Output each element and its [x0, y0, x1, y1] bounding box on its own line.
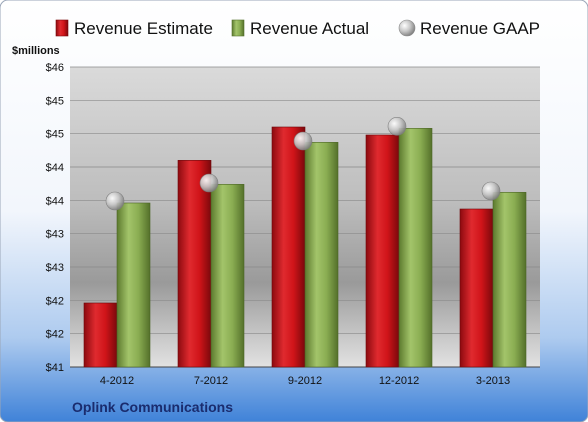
- y-tick-label: $43: [46, 262, 64, 274]
- company-name: Oplink Communications: [72, 399, 233, 415]
- y-axis-unit-label: $millions: [12, 45, 60, 57]
- x-tick-label: 9-2012: [288, 375, 322, 387]
- revenue-actual-bar: [492, 192, 527, 368]
- y-tick-label: $41: [46, 362, 64, 374]
- revenue-gaap-marker: [105, 191, 125, 211]
- revenue-actual-bar: [398, 128, 433, 368]
- revenue-estimate-bar: [83, 302, 118, 368]
- y-tick-label: $42: [46, 329, 64, 341]
- revenue-gaap-marker: [481, 181, 501, 201]
- y-tick-label: $42: [46, 295, 64, 307]
- legend-label-revenue-estimate: Revenue Estimate: [74, 19, 213, 38]
- legend-marker-revenue-gaap: [398, 19, 416, 37]
- revenue-estimate-bar: [459, 208, 494, 368]
- x-tick-label: 12-2012: [379, 375, 419, 387]
- revenue-actual-bar: [116, 202, 151, 368]
- x-tick-label: 7-2012: [194, 375, 228, 387]
- y-tick-label: $44: [46, 195, 64, 207]
- legend-swatch-revenue-actual: [231, 19, 245, 37]
- x-tick-label: 4-2012: [100, 375, 134, 387]
- revenue-gaap-marker: [199, 173, 219, 193]
- revenue-actual-bar: [304, 142, 339, 368]
- revenue-estimate-bar: [365, 134, 400, 368]
- legend-swatch-revenue-estimate: [55, 19, 69, 37]
- legend: Revenue Estimate Revenue Actual Revenue …: [55, 19, 540, 38]
- revenue-gaap-marker: [387, 117, 407, 136]
- bars: [83, 126, 527, 368]
- legend-label-revenue-actual: Revenue Actual: [250, 19, 369, 38]
- y-tick-label: $45: [46, 129, 64, 141]
- y-tick-label: $46: [46, 62, 64, 74]
- y-tick-label: $44: [46, 162, 64, 174]
- y-tick-label: $45: [46, 95, 64, 107]
- revenue-gaap-marker: [293, 131, 313, 151]
- legend-label-revenue-gaap: Revenue GAAP: [420, 19, 540, 38]
- y-axis-ticks: $41 $42 $42 $43 $43 $44 $44 $45 $45 $46: [46, 62, 64, 374]
- x-axis-labels: 4-2012 7-2012 9-2012 12-2012 3-2013: [100, 375, 510, 387]
- revenue-actual-bar: [210, 184, 245, 368]
- gaap-markers: [105, 117, 501, 211]
- revenue-estimate-bar: [271, 126, 306, 368]
- x-tick-label: 3-2013: [476, 375, 510, 387]
- y-tick-label: $43: [46, 229, 64, 241]
- revenue-estimate-bar: [177, 160, 212, 368]
